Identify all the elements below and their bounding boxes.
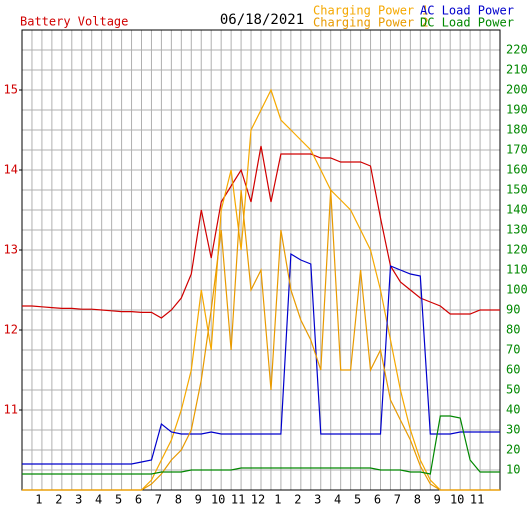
y-tick-label: 13 <box>4 243 18 257</box>
y-tick-label: 14 <box>4 163 18 177</box>
x-tick-label: 8 <box>414 493 421 507</box>
series-line <box>22 415 500 475</box>
y2-tick-label: 130 <box>506 223 527 237</box>
y2-tick-label: 170 <box>506 143 527 157</box>
plot-frame <box>21 29 501 491</box>
x-tick-label: 7 <box>155 493 162 507</box>
y2-tick-label: 50 <box>506 383 520 397</box>
y-tick-label: 11 <box>4 403 18 417</box>
y2-tick-label: 210 <box>506 63 527 77</box>
series-line <box>22 252 500 465</box>
x-tick-label: 6 <box>135 493 142 507</box>
y2-tick-label: 120 <box>506 243 527 257</box>
x-tick-label: 10 <box>450 493 464 507</box>
chart-title: 06/18/2021 <box>220 12 304 28</box>
x-tick-label: 9 <box>195 493 202 507</box>
y2-tick-label: 180 <box>506 123 527 137</box>
x-tick-label: 11 <box>231 493 245 507</box>
x-tick-label: 2 <box>55 493 62 507</box>
x-tick-label: 9 <box>434 493 441 507</box>
x-tick-label: 2 <box>294 493 301 507</box>
x-tick-label: 5 <box>354 493 361 507</box>
x-tick-label: 3 <box>75 493 82 507</box>
y2-tick-label: 10 <box>506 463 520 477</box>
series-line <box>22 145 500 319</box>
x-tick-label: 10 <box>211 493 225 507</box>
y2-tick-label: 200 <box>506 83 527 97</box>
y2-tick-label: 90 <box>506 303 520 317</box>
y2-tick-label: 20 <box>506 443 520 457</box>
y-tick-label: 15 <box>4 83 18 97</box>
y2-tick-label: 160 <box>506 163 527 177</box>
x-tick-label: 6 <box>374 493 381 507</box>
y2-tick-label: 60 <box>506 363 520 377</box>
legend-entry: DC Load Power <box>420 16 514 30</box>
x-tick-label: 4 <box>334 493 341 507</box>
y2-tick-label: 140 <box>506 203 527 217</box>
y2-tick-label: 150 <box>506 183 527 197</box>
x-tick-label: 4 <box>95 493 102 507</box>
legend-entry: AC Load Power <box>420 4 514 18</box>
legend-entry: Charging Power 1 <box>313 4 429 18</box>
x-tick-label: 1 <box>35 493 42 507</box>
y2-tick-label: 110 <box>506 263 527 277</box>
x-tick-label: 11 <box>470 493 484 507</box>
y2-tick-label: 30 <box>506 423 520 437</box>
y2-tick-label: 220 <box>506 43 527 57</box>
x-tick-label: 12 <box>251 493 265 507</box>
y2-tick-label: 80 <box>506 323 520 337</box>
x-tick-label: 1 <box>274 493 281 507</box>
y2-tick-label: 40 <box>506 403 520 417</box>
y2-tick-label: 190 <box>506 103 527 117</box>
x-tick-label: 5 <box>115 493 122 507</box>
x-tick-label: 8 <box>175 493 182 507</box>
y2-tick-label: 70 <box>506 343 520 357</box>
x-tick-label: 7 <box>394 493 401 507</box>
y-axis-title: Battery Voltage <box>20 15 128 29</box>
y-tick-label: 12 <box>4 323 18 337</box>
x-tick-label: 3 <box>314 493 321 507</box>
series-line <box>22 189 500 491</box>
y2-tick-label: 100 <box>506 283 527 297</box>
legend-entry: Charging Power 2 <box>313 16 429 30</box>
